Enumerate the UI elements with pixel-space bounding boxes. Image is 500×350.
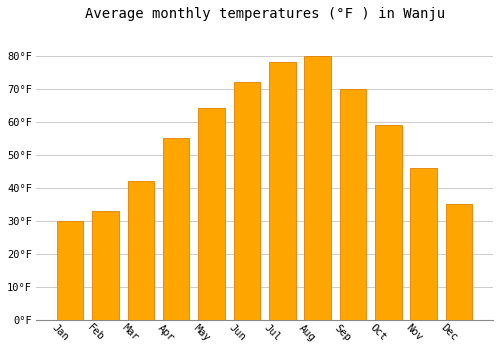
- Bar: [375, 125, 402, 320]
- Bar: [163, 138, 190, 320]
- Title: Average monthly temperatures (°F ) in Wanju: Average monthly temperatures (°F ) in Wa…: [84, 7, 444, 21]
- Bar: [304, 56, 331, 320]
- Bar: [446, 204, 472, 320]
- Bar: [234, 82, 260, 320]
- Bar: [340, 89, 366, 320]
- Bar: [269, 62, 295, 320]
- Bar: [57, 221, 84, 320]
- Bar: [410, 168, 437, 320]
- Bar: [128, 181, 154, 320]
- Bar: [92, 211, 119, 320]
- Bar: [198, 108, 225, 320]
